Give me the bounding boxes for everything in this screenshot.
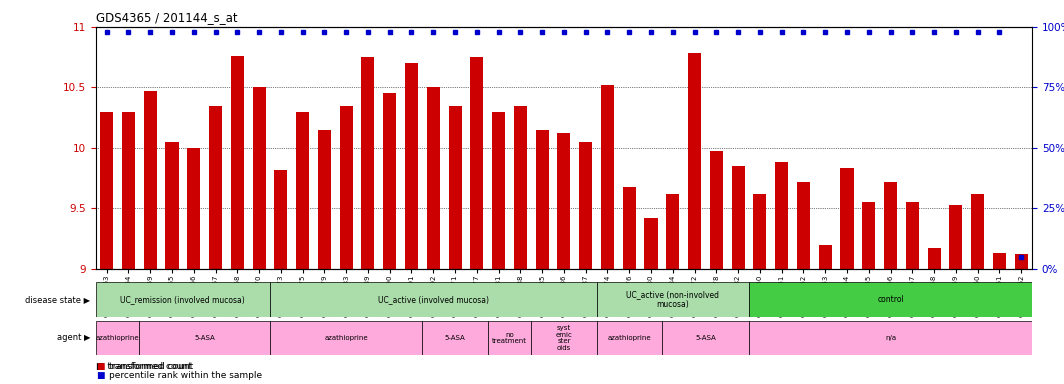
Bar xyxy=(296,111,310,269)
Bar xyxy=(531,321,597,355)
Text: percentile rank within the sample: percentile rank within the sample xyxy=(109,371,262,380)
Text: GDS4365 / 201144_s_at: GDS4365 / 201144_s_at xyxy=(96,11,237,24)
Bar xyxy=(231,56,244,269)
Bar xyxy=(688,53,701,269)
Bar xyxy=(383,93,396,269)
Bar xyxy=(928,248,941,269)
Bar xyxy=(427,88,439,269)
Bar xyxy=(597,282,749,317)
Text: transformed count: transformed count xyxy=(109,362,193,371)
Bar xyxy=(666,194,679,269)
Bar xyxy=(841,169,853,269)
Bar xyxy=(535,130,549,269)
Bar xyxy=(252,88,266,269)
Bar xyxy=(971,194,984,269)
Text: azathioprine: azathioprine xyxy=(96,335,139,341)
Bar xyxy=(597,321,662,355)
Text: azathioprine: azathioprine xyxy=(325,335,368,341)
Bar xyxy=(749,321,1032,355)
Text: disease state ▶: disease state ▶ xyxy=(26,295,90,304)
Bar xyxy=(645,218,658,269)
Bar xyxy=(449,106,462,269)
Text: UC_remission (involved mucosa): UC_remission (involved mucosa) xyxy=(120,295,245,304)
Text: no
treatment: no treatment xyxy=(492,332,527,344)
Bar xyxy=(514,106,527,269)
Text: 5-ASA: 5-ASA xyxy=(195,335,215,341)
Bar xyxy=(209,106,222,269)
Bar xyxy=(753,194,766,269)
Bar xyxy=(492,111,505,269)
Bar xyxy=(270,321,422,355)
Bar xyxy=(949,205,963,269)
Bar xyxy=(818,245,832,269)
Bar xyxy=(187,148,200,269)
Bar xyxy=(776,162,788,269)
Bar xyxy=(96,321,139,355)
Bar xyxy=(862,202,876,269)
Bar xyxy=(487,321,531,355)
Bar xyxy=(797,182,810,269)
Bar xyxy=(139,321,270,355)
Text: agent ▶: agent ▶ xyxy=(57,333,90,343)
Bar xyxy=(362,57,375,269)
Bar xyxy=(905,202,919,269)
Bar xyxy=(558,133,570,269)
Text: ■ transformed count: ■ transformed count xyxy=(96,362,192,371)
Text: control: control xyxy=(877,295,904,304)
Text: 5-ASA: 5-ASA xyxy=(695,335,716,341)
Bar xyxy=(318,130,331,269)
Bar xyxy=(275,170,287,269)
Bar xyxy=(470,57,483,269)
Bar xyxy=(579,142,593,269)
Bar xyxy=(710,151,722,269)
Bar xyxy=(270,282,597,317)
Text: ■: ■ xyxy=(96,362,104,371)
Text: ■: ■ xyxy=(96,371,104,380)
Text: 5-ASA: 5-ASA xyxy=(445,335,465,341)
Text: n/a: n/a xyxy=(885,335,896,341)
Bar xyxy=(96,282,270,317)
Bar xyxy=(884,182,897,269)
Bar xyxy=(405,63,418,269)
Text: azathioprine: azathioprine xyxy=(608,335,651,341)
Text: UC_active (non-involved
mucosa): UC_active (non-involved mucosa) xyxy=(627,290,719,309)
Bar xyxy=(1015,254,1028,269)
Bar xyxy=(165,142,179,269)
Text: syst
emic
ster
oids: syst emic ster oids xyxy=(555,325,572,351)
Bar xyxy=(100,111,113,269)
Bar xyxy=(993,253,1005,269)
Bar xyxy=(622,187,636,269)
Bar xyxy=(749,282,1032,317)
Bar xyxy=(732,166,745,269)
Bar xyxy=(339,106,352,269)
Bar xyxy=(122,111,135,269)
Bar xyxy=(662,321,749,355)
Bar xyxy=(422,321,487,355)
Text: UC_active (involved mucosa): UC_active (involved mucosa) xyxy=(378,295,488,304)
Bar xyxy=(144,91,156,269)
Bar xyxy=(601,85,614,269)
